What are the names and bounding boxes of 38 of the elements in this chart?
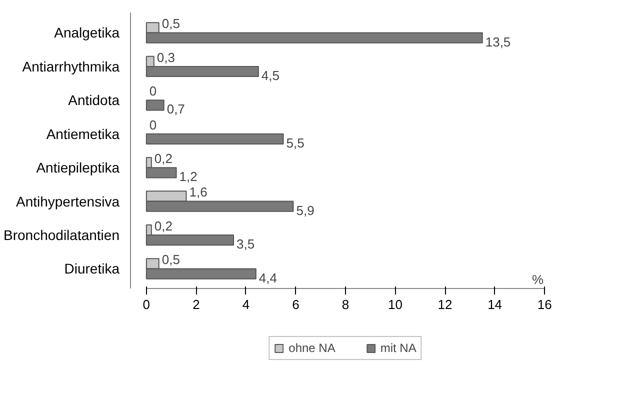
x-tick-label: 2 — [192, 296, 200, 312]
data-label: 4,4 — [258, 270, 277, 286]
y-tick-label: Antiepileptika — [36, 160, 120, 176]
x-tick-label: 0 — [142, 296, 150, 312]
y-tick-label: Antihypertensiva — [16, 193, 120, 210]
data-label: 4,5 — [261, 68, 280, 83]
data-label: 3,5 — [236, 236, 255, 252]
data-label: 5,5 — [286, 135, 304, 150]
x-tick-label: 8 — [342, 296, 350, 312]
data-label: 0 — [149, 84, 157, 99]
data-label: 0,7 — [166, 102, 185, 117]
x-tick-label: 4 — [242, 296, 250, 312]
x-tick-label: 12 — [438, 296, 452, 312]
bar — [146, 133, 284, 144]
y-tick-label: Analgetika — [54, 24, 120, 41]
data-label: 5,9 — [296, 202, 314, 218]
data-label: 0,5 — [162, 16, 180, 32]
x-tick-label: 16 — [537, 296, 552, 312]
data-label: 0,2 — [154, 218, 172, 234]
y-tick-label: Diuretika — [64, 260, 120, 277]
legend-label: mit NA — [380, 341, 416, 355]
bar — [146, 100, 164, 111]
data-label: 1,6 — [189, 184, 208, 200]
y-tick-label: Bronchodilatantien — [4, 227, 120, 244]
data-label: 13,5 — [485, 34, 511, 50]
y-tick-label: Antiarrhythmika — [22, 58, 120, 74]
x-axis-title: % — [532, 272, 544, 287]
x-tick-label: 6 — [292, 296, 300, 312]
data-label: 1,2 — [179, 169, 198, 184]
x-tick-label: 14 — [488, 296, 502, 312]
x-tick-label: 10 — [388, 296, 403, 312]
data-label: 0,5 — [162, 252, 180, 268]
data-label: 0 — [149, 117, 157, 132]
y-tick-label: Antiemetika — [46, 126, 120, 142]
data-label: 0,2 — [154, 151, 172, 166]
legend-label: ohne NA — [288, 341, 336, 355]
data-label: 0,3 — [156, 50, 175, 65]
y-tick-label: Antidota — [68, 92, 120, 108]
